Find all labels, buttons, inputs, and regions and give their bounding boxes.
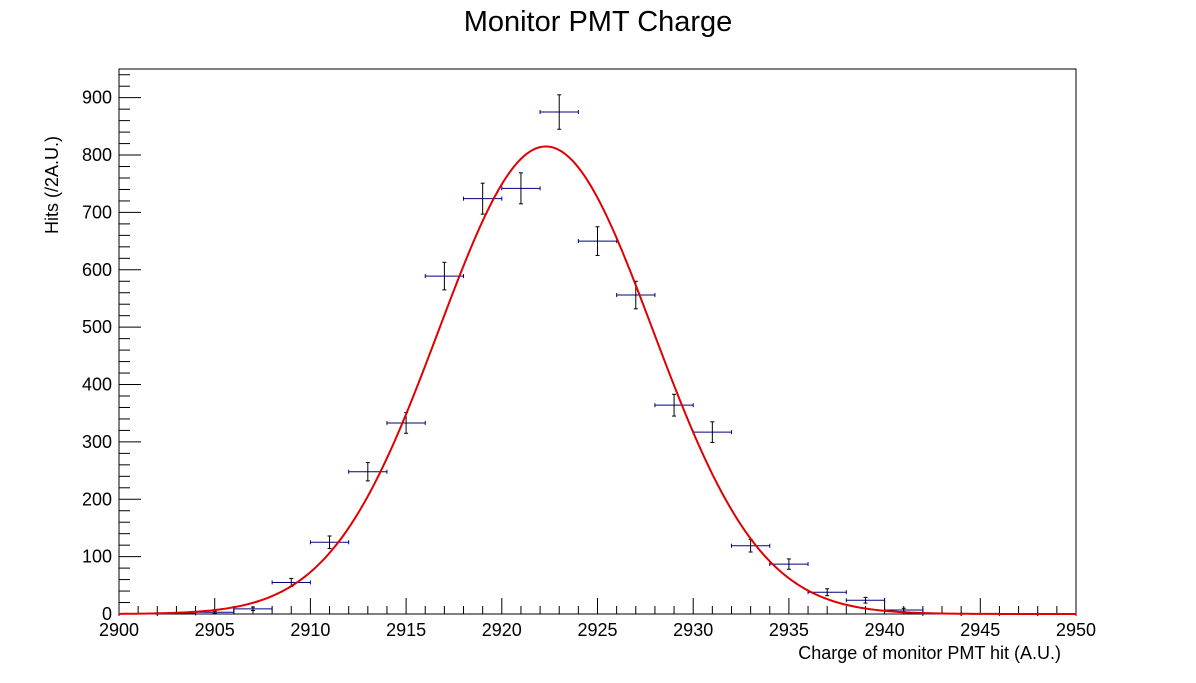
data-point xyxy=(807,588,847,597)
y-tick-label: 800 xyxy=(82,145,112,165)
x-tick-label: 2905 xyxy=(195,620,235,640)
chart-title: Monitor PMT Charge xyxy=(464,6,733,38)
x-tick-label: 2935 xyxy=(769,620,809,640)
data-point xyxy=(845,596,886,604)
data-point xyxy=(769,558,809,570)
x-axis-label: Charge of monitor PMT hit (A.U.) xyxy=(798,643,1061,663)
data-point xyxy=(501,172,541,205)
y-axis: 0 100 200 300 400 500 600 700 800 900 xyxy=(82,74,141,624)
data-point xyxy=(539,94,579,130)
histogram-points xyxy=(118,94,1077,616)
y-tick-label: 100 xyxy=(82,547,112,567)
data-point xyxy=(309,535,350,550)
x-tick-label: 2930 xyxy=(673,620,713,640)
data-point xyxy=(730,538,771,553)
y-tick-label: 700 xyxy=(82,202,112,222)
x-tick-label: 2915 xyxy=(386,620,426,640)
y-tick-label: 600 xyxy=(82,260,112,280)
data-point xyxy=(654,393,694,417)
x-tick-label: 2920 xyxy=(482,620,522,640)
x-tick-label: 2950 xyxy=(1056,620,1096,640)
plot-frame xyxy=(118,68,1077,615)
y-tick-label: 400 xyxy=(82,375,112,395)
x-tick-label: 2925 xyxy=(577,620,617,640)
data-point xyxy=(577,226,618,256)
data-point xyxy=(692,421,732,443)
x-tick-label: 2940 xyxy=(865,620,905,640)
data-point xyxy=(233,606,273,612)
x-tick-label: 2900 xyxy=(99,620,139,640)
y-tick-label: 900 xyxy=(82,88,112,108)
fit-curve xyxy=(118,145,1076,615)
y-axis-label: Hits (/2A.U.) xyxy=(42,136,62,234)
y-tick-label: 0 xyxy=(102,604,112,624)
y-tick-label: 500 xyxy=(82,317,112,337)
x-tick-label: 2910 xyxy=(290,620,330,640)
x-axis: 2900 2905 2910 2915 2920 2925 2930 2935 2940 2945… xyxy=(99,598,1096,640)
y-tick-label: 200 xyxy=(82,489,112,509)
x-tick-label: 2945 xyxy=(960,620,1000,640)
data-point xyxy=(424,261,465,291)
y-tick-label: 300 xyxy=(82,432,112,452)
data-point xyxy=(463,182,503,215)
